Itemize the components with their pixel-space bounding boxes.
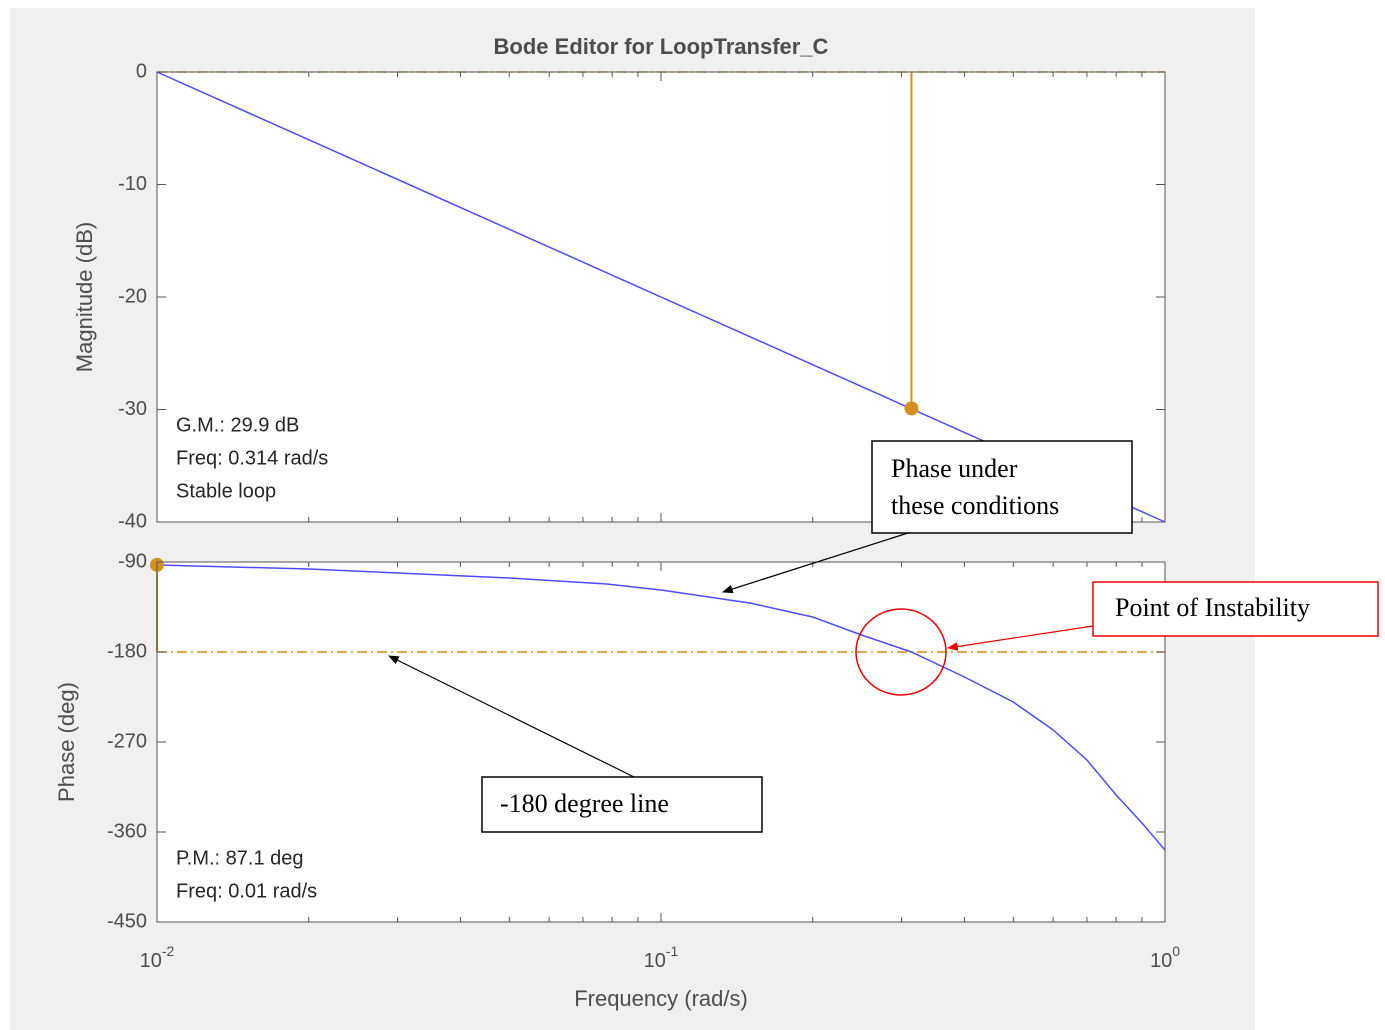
y-tick-label: -270	[107, 730, 147, 752]
callout-box	[871, 440, 1133, 534]
y-tick-label: -90	[118, 550, 147, 572]
x-axis-label: Frequency (rad/s)	[574, 986, 748, 1011]
annotation: Stable loop	[176, 480, 276, 502]
highlight-circle	[855, 608, 947, 696]
annotation: P.M.: 87.1 deg	[176, 847, 304, 869]
y-tick-label: -360	[107, 820, 147, 842]
arrow	[388, 655, 635, 778]
annotation: Freq: 0.01 rad/s	[176, 880, 317, 902]
callout-text: these conditions	[891, 491, 1059, 520]
y-tick-label: -10	[118, 173, 147, 195]
y-tick-label: -180	[107, 640, 147, 662]
y-tick-label: -20	[118, 285, 147, 307]
callout-text: Phase under	[891, 454, 1018, 483]
x-tick-base: 10	[644, 950, 666, 972]
x-tick-base: 10	[1150, 950, 1172, 972]
y-axis-label: Magnitude (dB)	[72, 222, 97, 372]
series-line	[156, 564, 1166, 851]
margin-marker	[904, 401, 919, 416]
x-tick-label: 100	[1150, 943, 1180, 973]
x-tick-exponent: -2	[162, 943, 175, 959]
x-tick-base: 10	[140, 950, 162, 972]
y-tick-label: 0	[136, 60, 147, 82]
arrow	[946, 625, 1094, 651]
y-tick-label: -450	[107, 910, 147, 932]
x-tick-exponent: 0	[1172, 943, 1180, 959]
callout-box	[1092, 581, 1379, 637]
arrow	[721, 532, 909, 594]
y-axis-label: Phase (deg)	[54, 682, 79, 802]
callout-box	[481, 776, 763, 833]
x-tick-exponent: -1	[666, 943, 679, 959]
callouts: Phase under these conditions Point of In…	[388, 440, 1379, 833]
x-tick-label: 10-2	[140, 943, 175, 973]
plot-area	[157, 562, 1165, 922]
callout-text: -180 degree line	[500, 789, 669, 818]
annotation: G.M.: 29.9 dB	[176, 414, 299, 436]
y-tick-label: -30	[118, 398, 147, 420]
y-tick-label: -40	[118, 510, 147, 532]
annotation: Freq: 0.314 rad/s	[176, 447, 328, 469]
chart-title: Bode Editor for LoopTransfer_C	[494, 34, 829, 59]
callout-text: Point of Instability	[1115, 593, 1310, 622]
x-tick-label: 10-1	[644, 943, 679, 973]
